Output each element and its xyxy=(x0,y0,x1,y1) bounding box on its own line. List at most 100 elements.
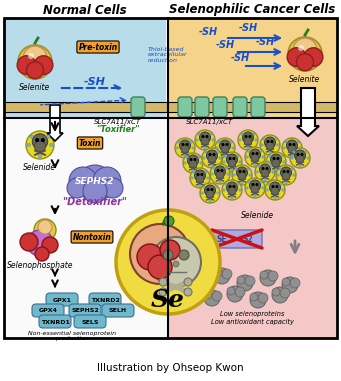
Circle shape xyxy=(206,190,214,198)
Circle shape xyxy=(192,275,200,283)
Circle shape xyxy=(238,170,241,173)
Circle shape xyxy=(191,177,193,179)
FancyBboxPatch shape xyxy=(46,293,78,306)
Circle shape xyxy=(190,158,193,161)
Circle shape xyxy=(49,143,53,147)
Circle shape xyxy=(304,48,323,66)
Circle shape xyxy=(250,149,261,160)
Circle shape xyxy=(233,185,236,188)
Circle shape xyxy=(235,287,245,297)
Circle shape xyxy=(160,240,180,260)
Circle shape xyxy=(262,167,265,170)
Circle shape xyxy=(272,171,274,173)
Circle shape xyxy=(214,166,225,177)
Circle shape xyxy=(176,147,178,149)
Circle shape xyxy=(269,152,271,154)
Circle shape xyxy=(200,275,210,285)
Text: S2: S2 xyxy=(243,234,253,243)
Circle shape xyxy=(201,137,209,145)
Circle shape xyxy=(255,162,275,182)
Circle shape xyxy=(179,250,189,260)
Circle shape xyxy=(269,182,281,193)
Text: -SH: -SH xyxy=(231,53,250,63)
FancyBboxPatch shape xyxy=(39,315,71,328)
Circle shape xyxy=(295,150,306,161)
Circle shape xyxy=(230,141,232,143)
Circle shape xyxy=(202,148,222,168)
Circle shape xyxy=(237,167,248,178)
Circle shape xyxy=(275,169,277,171)
Circle shape xyxy=(282,170,285,173)
Circle shape xyxy=(233,157,236,160)
Circle shape xyxy=(262,156,264,158)
Circle shape xyxy=(288,37,322,71)
Circle shape xyxy=(237,275,253,291)
Circle shape xyxy=(253,133,255,135)
Circle shape xyxy=(225,183,227,185)
Text: Non-essential selenoprotein
production: Non-essential selenoprotein production xyxy=(28,331,116,341)
Circle shape xyxy=(217,192,219,194)
Circle shape xyxy=(283,161,285,163)
Circle shape xyxy=(261,169,269,177)
Circle shape xyxy=(69,167,97,195)
Circle shape xyxy=(275,138,277,140)
Circle shape xyxy=(281,167,292,178)
Circle shape xyxy=(237,183,239,185)
Circle shape xyxy=(212,291,222,301)
Circle shape xyxy=(178,141,180,143)
Circle shape xyxy=(286,140,297,151)
Circle shape xyxy=(34,219,56,241)
Circle shape xyxy=(272,287,288,303)
Circle shape xyxy=(248,181,250,183)
Circle shape xyxy=(247,147,249,149)
Bar xyxy=(4,102,168,112)
Circle shape xyxy=(297,54,313,71)
Circle shape xyxy=(283,147,285,149)
Circle shape xyxy=(164,216,174,226)
Text: "Toxifier": "Toxifier" xyxy=(96,125,140,134)
Circle shape xyxy=(269,155,271,157)
Circle shape xyxy=(214,268,230,284)
Circle shape xyxy=(290,148,310,168)
Circle shape xyxy=(216,147,218,149)
Circle shape xyxy=(184,155,186,157)
Circle shape xyxy=(30,135,33,138)
Circle shape xyxy=(193,171,195,173)
Circle shape xyxy=(207,177,209,179)
Text: Normal Cells: Normal Cells xyxy=(43,3,127,16)
Circle shape xyxy=(227,286,243,302)
Circle shape xyxy=(223,161,225,163)
Circle shape xyxy=(231,197,233,199)
Circle shape xyxy=(137,244,163,270)
Circle shape xyxy=(260,135,280,155)
Bar xyxy=(168,118,337,338)
Circle shape xyxy=(196,173,199,176)
Circle shape xyxy=(228,185,232,188)
Circle shape xyxy=(285,141,287,143)
Circle shape xyxy=(268,183,270,185)
Circle shape xyxy=(148,255,172,279)
FancyArrow shape xyxy=(47,105,63,141)
Circle shape xyxy=(205,185,216,196)
Bar xyxy=(4,118,166,338)
Circle shape xyxy=(151,237,201,287)
Circle shape xyxy=(276,185,279,188)
Circle shape xyxy=(287,48,306,66)
Circle shape xyxy=(200,183,220,203)
Circle shape xyxy=(293,174,295,176)
Circle shape xyxy=(32,134,48,149)
Circle shape xyxy=(206,135,208,138)
Circle shape xyxy=(265,180,285,200)
Text: Thiol-based
extracellular
reduction: Thiol-based extracellular reduction xyxy=(148,47,188,63)
Circle shape xyxy=(34,141,46,152)
Circle shape xyxy=(254,195,256,197)
Circle shape xyxy=(250,293,258,301)
Circle shape xyxy=(218,141,220,143)
Circle shape xyxy=(291,157,293,159)
Circle shape xyxy=(262,187,264,189)
Circle shape xyxy=(210,188,213,191)
Circle shape xyxy=(305,151,307,153)
Circle shape xyxy=(159,278,167,286)
Circle shape xyxy=(270,140,273,143)
Circle shape xyxy=(198,133,200,135)
